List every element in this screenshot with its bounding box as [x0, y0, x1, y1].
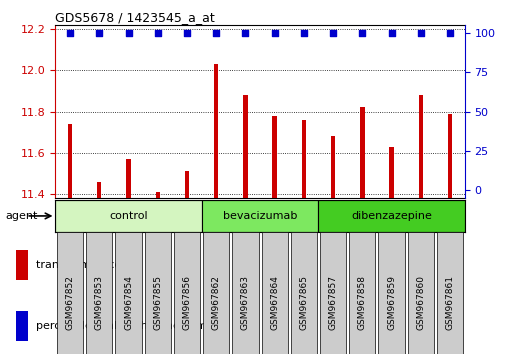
- Point: [183, 30, 191, 35]
- FancyBboxPatch shape: [174, 232, 200, 354]
- FancyBboxPatch shape: [145, 232, 171, 354]
- Text: GSM967854: GSM967854: [124, 275, 133, 330]
- Text: GSM967855: GSM967855: [153, 275, 162, 330]
- Point: [446, 30, 454, 35]
- Text: dibenzazepine: dibenzazepine: [351, 211, 432, 221]
- Text: GSM967858: GSM967858: [358, 275, 367, 330]
- Bar: [214, 64, 219, 198]
- FancyBboxPatch shape: [349, 232, 375, 354]
- Point: [270, 30, 279, 35]
- Bar: [156, 192, 160, 198]
- Text: GSM967856: GSM967856: [183, 275, 192, 330]
- Point: [124, 30, 133, 35]
- FancyBboxPatch shape: [57, 232, 83, 354]
- FancyBboxPatch shape: [115, 232, 142, 354]
- Point: [212, 30, 220, 35]
- Bar: [16, 250, 29, 280]
- Point: [300, 30, 308, 35]
- Text: GSM967860: GSM967860: [416, 275, 425, 330]
- Point: [66, 30, 74, 35]
- FancyBboxPatch shape: [55, 200, 202, 232]
- Bar: [360, 107, 364, 198]
- FancyBboxPatch shape: [408, 232, 434, 354]
- Text: GSM967852: GSM967852: [65, 275, 74, 330]
- Bar: [301, 120, 306, 198]
- Text: GSM967859: GSM967859: [387, 275, 396, 330]
- Point: [329, 30, 337, 35]
- FancyBboxPatch shape: [437, 232, 463, 354]
- Bar: [16, 311, 29, 341]
- Bar: [243, 95, 248, 198]
- FancyBboxPatch shape: [86, 232, 112, 354]
- Text: GSM967864: GSM967864: [270, 275, 279, 330]
- Bar: [126, 159, 131, 198]
- Point: [417, 30, 425, 35]
- FancyBboxPatch shape: [291, 232, 317, 354]
- Point: [241, 30, 250, 35]
- FancyBboxPatch shape: [379, 232, 405, 354]
- Text: GDS5678 / 1423545_a_at: GDS5678 / 1423545_a_at: [55, 11, 215, 24]
- Bar: [448, 114, 452, 198]
- Bar: [419, 95, 423, 198]
- Point: [154, 30, 162, 35]
- Text: GSM967861: GSM967861: [446, 275, 455, 330]
- Text: agent: agent: [5, 211, 37, 221]
- FancyBboxPatch shape: [203, 232, 229, 354]
- FancyBboxPatch shape: [320, 232, 346, 354]
- Bar: [185, 171, 189, 198]
- Point: [388, 30, 396, 35]
- Bar: [389, 147, 394, 198]
- Text: transformed count: transformed count: [36, 260, 139, 270]
- Point: [95, 30, 103, 35]
- FancyBboxPatch shape: [232, 232, 259, 354]
- FancyBboxPatch shape: [318, 200, 465, 232]
- Bar: [68, 124, 72, 198]
- Point: [358, 30, 366, 35]
- Bar: [331, 136, 335, 198]
- Text: GSM967863: GSM967863: [241, 275, 250, 330]
- Text: percentile rank within the sample: percentile rank within the sample: [36, 321, 224, 331]
- Text: GSM967853: GSM967853: [95, 275, 104, 330]
- FancyBboxPatch shape: [202, 200, 318, 232]
- Text: GSM967865: GSM967865: [299, 275, 308, 330]
- Text: GSM967857: GSM967857: [328, 275, 337, 330]
- Text: bevacizumab: bevacizumab: [223, 211, 297, 221]
- Text: GSM967862: GSM967862: [212, 275, 221, 330]
- Bar: [97, 182, 101, 198]
- FancyBboxPatch shape: [261, 232, 288, 354]
- Text: control: control: [109, 211, 148, 221]
- Bar: [272, 116, 277, 198]
